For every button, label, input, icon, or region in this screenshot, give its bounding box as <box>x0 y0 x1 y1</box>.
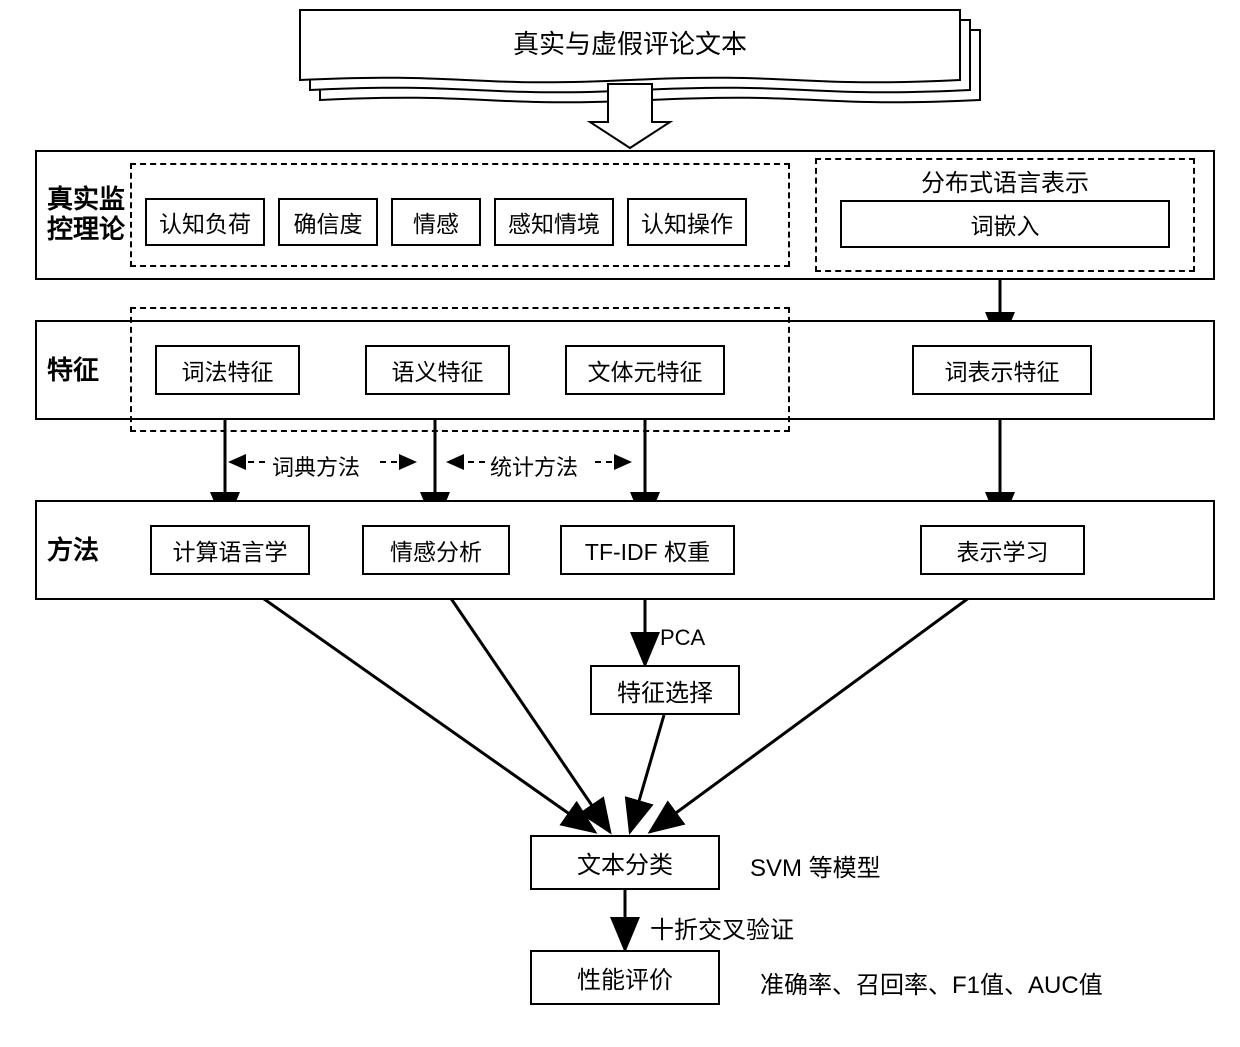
row1-cell-0: 认知负荷 <box>145 198 265 246</box>
row3-label: 方法 <box>47 536 127 566</box>
pca-label: PCA <box>660 625 705 651</box>
row2-cell-1: 语义特征 <box>365 345 510 395</box>
row2-cell-0: 词法特征 <box>155 345 300 395</box>
perf-eval-box: 性能评价 <box>530 950 720 1005</box>
row3-cell-2: TF-IDF 权重 <box>560 525 735 575</box>
row1-label: 真实监控理论 <box>47 185 127 245</box>
row1-cell-1: 确信度 <box>278 198 378 246</box>
row2-label: 特征 <box>47 356 127 386</box>
row1-cell-4: 认知操作 <box>627 198 747 246</box>
row3-cell-0: 计算语言学 <box>150 525 310 575</box>
row3-cell-3: 表示学习 <box>920 525 1085 575</box>
row1-embed-cell: 词嵌入 <box>840 200 1170 248</box>
svg-text:真实与虚假评论文本: 真实与虚假评论文本 <box>513 29 747 59</box>
row2-cell-3: 词表示特征 <box>912 345 1092 395</box>
cv-label: 十折交叉验证 <box>650 910 794 945</box>
stat-method-label: 统计方法 <box>490 450 578 482</box>
text-classify-box: 文本分类 <box>530 835 720 890</box>
row2-cell-2: 文体元特征 <box>565 345 725 395</box>
metrics-label: 准确率、召回率、F1值、AUC值 <box>760 965 1103 1000</box>
dict-method-label: 词典方法 <box>272 450 360 482</box>
row1-cell-2: 情感 <box>391 198 481 246</box>
row1-cell-3: 感知情境 <box>494 198 614 246</box>
row3-cell-1: 情感分析 <box>362 525 510 575</box>
svm-label: SVM 等模型 <box>750 848 881 883</box>
feature-select-box: 特征选择 <box>590 665 740 715</box>
row1-right-title: 分布式语言表示 <box>815 163 1195 193</box>
